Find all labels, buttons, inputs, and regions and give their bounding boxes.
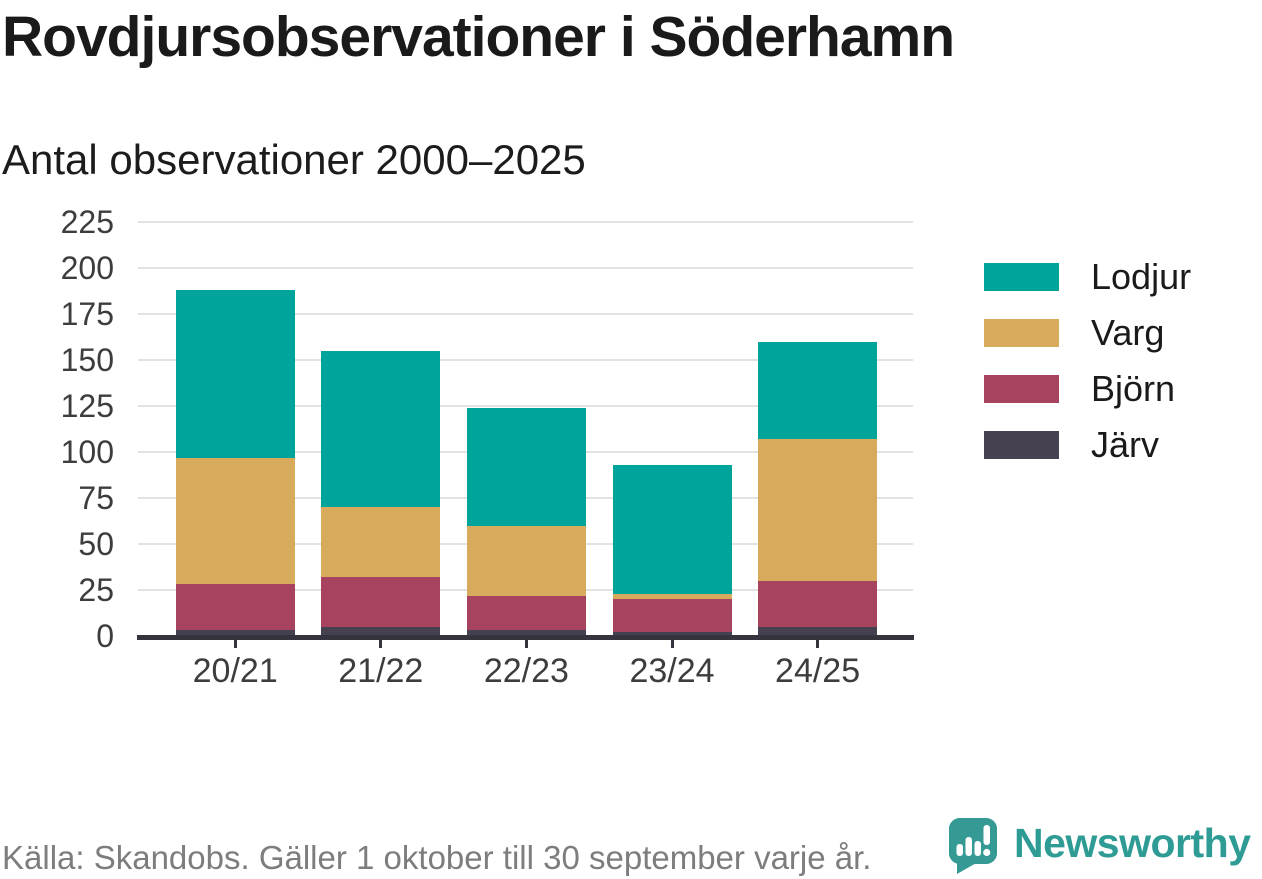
bar-segment-varg-24-25	[758, 439, 878, 581]
x-tick-label-21-22: 21/22	[338, 652, 424, 690]
y-tick-label-75: 75	[78, 480, 114, 516]
x-tick-label-23-24: 23/24	[629, 652, 715, 690]
bar-segment-varg-21-22	[321, 507, 441, 578]
bar-segment-varg-22-23	[466, 525, 586, 596]
bar-segment-björn-20-21	[175, 584, 295, 631]
x-tick-23-24	[670, 637, 674, 648]
y-tick-label-200: 200	[60, 250, 114, 286]
bar-segment-varg-20-21	[175, 457, 295, 585]
bar-segment-björn-21-22	[321, 577, 441, 627]
x-tick-21-22	[379, 637, 383, 648]
bar-segment-björn-24-25	[758, 580, 878, 627]
x-axis-labels: 20/21 21/22 22/23 23/24 24/25	[138, 652, 913, 698]
y-tick-label-50: 50	[78, 526, 114, 562]
plot-area	[137, 221, 914, 648]
y-tick-label-100: 100	[60, 434, 114, 470]
legend-swatch-björn	[984, 375, 1059, 403]
legend-label-varg: Varg	[1091, 312, 1165, 353]
x-tick-label-20-21: 20/21	[192, 652, 278, 690]
bar-segment-järv-22-23	[466, 630, 586, 636]
gridline-125	[138, 405, 913, 407]
y-tick-label-225: 225	[60, 204, 114, 240]
x-tick-label-22-23: 22/23	[483, 652, 569, 690]
gridline-200	[138, 267, 913, 269]
bar-segment-järv-24-25	[758, 626, 878, 636]
y-tick-label-150: 150	[60, 342, 114, 378]
x-tick-24-25	[816, 637, 820, 648]
legend-item-järv: Järv	[984, 424, 1191, 465]
y-tick-label-25: 25	[78, 572, 114, 608]
legend-swatch-varg	[984, 319, 1059, 347]
bar-segment-lodjur-20-21	[175, 290, 295, 458]
legend-item-lodjur: Lodjur	[984, 256, 1191, 297]
bar-segment-järv-21-22	[321, 626, 441, 636]
legend-swatch-järv	[984, 431, 1059, 459]
bar-segment-järv-20-21	[175, 630, 295, 636]
x-tick-20-21	[233, 637, 237, 648]
legend-item-björn: Björn	[984, 368, 1191, 409]
chart-subtitle: Antal observationer 2000–2025	[2, 136, 586, 183]
source-note: Källa: Skandobs. Gäller 1 oktober till 3…	[2, 839, 872, 876]
newsworthy-bubble-icon	[949, 818, 997, 874]
legend-label-björn: Björn	[1091, 368, 1176, 409]
bar-segment-järv-23-24	[612, 632, 732, 636]
legend-label-lodjur: Lodjur	[1091, 256, 1192, 297]
y-tick-label-0: 0	[96, 618, 114, 654]
legend-item-varg: Varg	[984, 312, 1191, 353]
bar-segment-varg-23-24	[612, 593, 732, 600]
x-tick-label-24-25: 24/25	[775, 652, 861, 690]
legend-swatch-lodjur	[984, 263, 1059, 291]
bar-segment-lodjur-23-24	[612, 464, 732, 594]
bar-segment-björn-22-23	[466, 595, 586, 631]
y-tick-label-125: 125	[60, 388, 114, 424]
gridline-175	[138, 313, 913, 315]
bar-segment-björn-23-24	[612, 599, 732, 633]
gridline-225	[138, 221, 913, 223]
y-axis-labels: 0 25 50 75 100 125 150 175 200 225	[0, 206, 114, 652]
legend-label-järv: Järv	[1091, 424, 1160, 465]
legend: Lodjur Varg Björn Järv	[984, 256, 1191, 487]
y-tick-label-175: 175	[60, 296, 114, 332]
bar-segment-lodjur-21-22	[321, 350, 441, 508]
newsworthy-logo: Newsworthy	[948, 817, 1251, 875]
x-tick-22-23	[524, 637, 528, 648]
newsworthy-wordmark: Newsworthy	[1014, 820, 1251, 866]
bar-segment-lodjur-24-25	[758, 341, 878, 440]
bar-segment-lodjur-22-23	[466, 407, 586, 526]
chart-title: Rovdjursobservationer i Söderhamn	[2, 5, 955, 69]
gridline-150	[138, 359, 913, 361]
